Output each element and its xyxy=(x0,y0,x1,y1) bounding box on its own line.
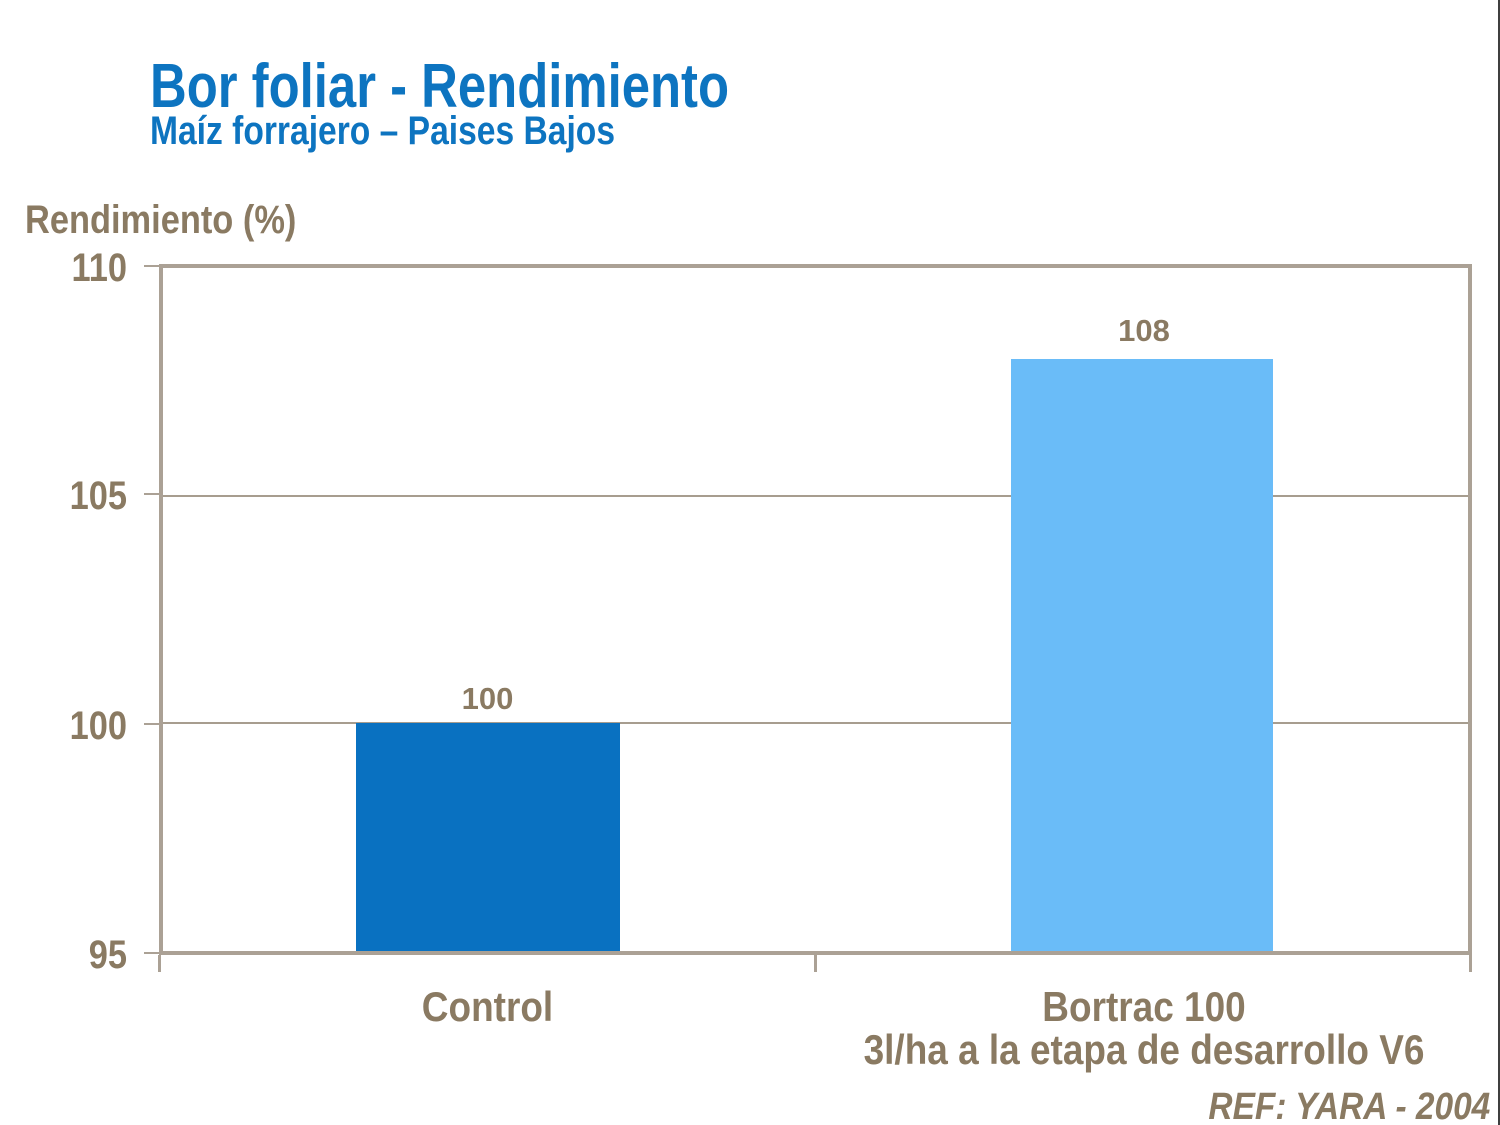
chart-subtitle: Maíz forrajero – Paises Bajos xyxy=(150,109,616,153)
x-tick-mark-middle xyxy=(814,955,817,972)
bar-value-label-control: 100 xyxy=(461,681,514,716)
gridline-105 xyxy=(163,494,1468,497)
x-category-label-control: Control xyxy=(198,985,776,1028)
x-tick-mark-left xyxy=(158,955,161,972)
x-category-label-control-line1: Control xyxy=(421,983,554,1030)
x-category-label-bortrac: Bortrac 100 3l/ha a la etapa de desarrol… xyxy=(855,985,1432,1071)
bar-bortrac-100 xyxy=(1011,359,1273,951)
y-tick-mark-105 xyxy=(144,493,159,495)
y-tick-label-100: 100 xyxy=(69,704,127,748)
y-tick-mark-110 xyxy=(144,265,159,267)
bar-control xyxy=(356,723,620,951)
x-tick-mark-right xyxy=(1469,955,1472,972)
y-tick-label-105: 105 xyxy=(69,474,127,518)
x-category-label-bortrac-line1: Bortrac 100 xyxy=(1042,983,1246,1030)
screen-right-edge-line xyxy=(1498,0,1500,1125)
x-category-label-bortrac-line2: 3l/ha a la etapa de desarrollo V6 xyxy=(863,1026,1425,1073)
chart-title: Bor foliar - Rendimiento xyxy=(150,52,730,121)
y-tick-label-95: 95 xyxy=(88,933,127,977)
y-axis-title: Rendimiento (%) xyxy=(25,198,297,242)
y-tick-mark-100 xyxy=(144,723,159,725)
reference-text: REF: YARA - 2004 xyxy=(1208,1086,1490,1125)
bar-value-label-bortrac: 108 xyxy=(1118,313,1170,348)
y-tick-label-110: 110 xyxy=(71,246,127,290)
plot-area xyxy=(159,264,1472,955)
gridline-100 xyxy=(163,722,1468,725)
y-tick-mark-95 xyxy=(144,952,159,954)
